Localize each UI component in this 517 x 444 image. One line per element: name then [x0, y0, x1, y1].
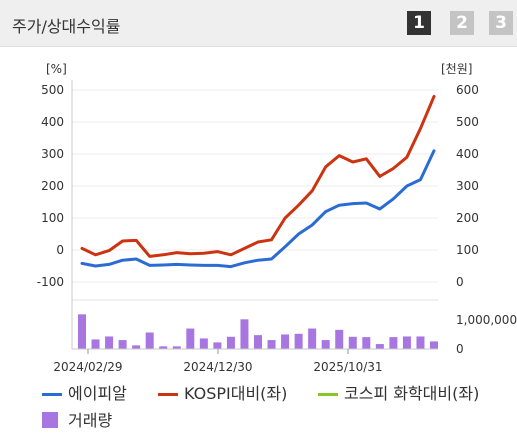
volume-bar: [159, 346, 168, 349]
chart-title: 주가/상대수익률: [12, 17, 121, 36]
volume-bar: [308, 328, 317, 349]
volume-bar: [348, 336, 357, 349]
x-tick-label: 2025/10/31: [313, 360, 382, 374]
chart-header: 주가/상대수익률 1 2 3: [0, 0, 517, 47]
left-tick-label: 500: [41, 83, 64, 97]
volume-bar: [430, 341, 438, 349]
volume-bar: [362, 337, 371, 349]
volume-bar: [226, 336, 235, 349]
series-line-0: [80, 149, 436, 269]
volume-bar: [186, 328, 195, 349]
left-unit-label: [%]: [46, 62, 67, 76]
volume-bar: [118, 340, 127, 349]
volume-bar: [416, 336, 425, 349]
right-tick-label: 200: [456, 211, 479, 225]
left-tick-label: 300: [41, 147, 64, 161]
legend-label-volume: 거래량: [68, 411, 113, 430]
right-tick-label: 400: [456, 147, 479, 161]
x-tick-label: 2024/02/29: [53, 360, 122, 374]
x-tick-label: 2024/12/30: [183, 360, 252, 374]
right-tick-label: 100: [456, 243, 479, 257]
legend-swatch-volume: [42, 412, 58, 428]
gridlines: [72, 89, 438, 301]
volume-bar: [240, 319, 249, 349]
volume-tick-label: 1,000,000: [456, 313, 517, 327]
volume-bar: [402, 336, 411, 349]
volume-bar: [213, 342, 222, 349]
left-tick-label: 200: [41, 179, 64, 193]
volume-bar: [294, 333, 303, 349]
volume-bar: [281, 334, 290, 349]
series-lines: [80, 94, 436, 269]
left-tick-label: 100: [41, 211, 64, 225]
volume-bar: [78, 314, 86, 349]
legend-label-chem: 코스피 화학대비(좌): [344, 384, 480, 403]
volume-bar: [389, 337, 398, 349]
volume-bar: [91, 339, 100, 349]
volume-bar: [254, 335, 262, 349]
right-tick-label: 0: [456, 275, 464, 289]
legend-swatch-chem: [318, 393, 338, 396]
volume-bar: [321, 340, 330, 349]
volume-bars: [78, 314, 438, 349]
tab-2[interactable]: 2: [450, 11, 474, 35]
legend-label-apr: 에이피알: [68, 384, 127, 403]
left-tick-label: -100: [37, 275, 64, 289]
legend-swatch-apr: [42, 393, 62, 396]
stock-chart: 500 400 300 200 100 0 -100 600 500 400 300 200 100 0 1…: [37, 61, 517, 374]
volume-bar: [145, 332, 154, 349]
left-tick-label: 400: [41, 115, 64, 129]
volume-bar: [132, 345, 141, 349]
right-tick-label: 500: [456, 115, 479, 129]
volume-bar: [105, 336, 114, 349]
tab-1[interactable]: 1: [407, 11, 431, 35]
volume-bar: [199, 338, 208, 349]
series-line-1: [80, 94, 436, 258]
axes: 500 400 300 200 100 0 -100 600 500 400 300 200 100 0 1…: [37, 80, 517, 374]
volume-bar: [375, 344, 384, 349]
right-unit-label: [천원]: [441, 61, 472, 76]
legend-swatch-kospi: [158, 393, 178, 396]
volume-bar: [267, 340, 276, 349]
tab-3[interactable]: 3: [489, 11, 513, 35]
right-tick-label: 300: [456, 179, 479, 193]
left-tick-label: 0: [56, 243, 64, 257]
volume-bar: [335, 329, 344, 349]
legend-label-kospi: KOSPI대비(좌): [184, 384, 288, 403]
volume-bar: [172, 346, 181, 349]
right-tick-label: 600: [456, 83, 479, 97]
volume-tick-label: 0: [456, 342, 464, 356]
